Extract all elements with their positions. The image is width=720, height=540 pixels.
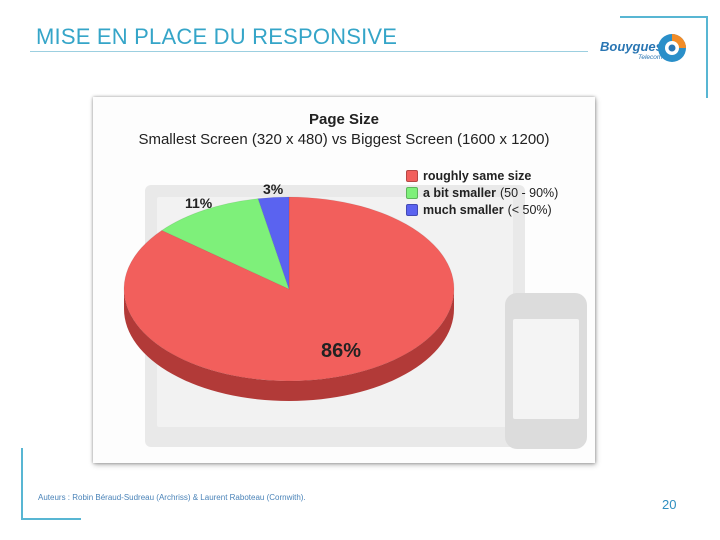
- corner-decoration-bottom: [21, 518, 81, 520]
- slice-label-86: 86%: [321, 340, 362, 362]
- slice-label-11: 11%: [185, 195, 213, 211]
- chart-legend: roughly same size a bit smaller (50 - 90…: [406, 167, 558, 218]
- pie-slice: [161, 198, 290, 290]
- chart-image: Page Size Smallest Screen (320 x 480) vs…: [93, 97, 595, 463]
- legend-item-a-bit-smaller: a bit smaller (50 - 90%): [406, 184, 558, 201]
- background-phone-screen: [513, 319, 579, 419]
- legend-label: a bit smaller: [423, 185, 496, 200]
- legend-swatch-red: [406, 169, 418, 182]
- legend-range: (< 50%): [507, 202, 552, 217]
- legend-range: (50 - 90%): [499, 185, 559, 200]
- legend-swatch-blue: [406, 203, 418, 216]
- pie-chart: [123, 196, 455, 401]
- corner-decoration-right: [706, 16, 708, 98]
- logo-sub: Telecom: [638, 54, 663, 61]
- pie-slice-side: [124, 289, 454, 401]
- pie-slice: [257, 196, 290, 290]
- corner-decoration-top: [620, 16, 708, 18]
- title-underline: [30, 51, 588, 52]
- slide-title: MISE EN PLACE DU RESPONSIVE: [36, 24, 398, 49]
- logo-brand: Bouygues: [600, 39, 663, 54]
- legend-item-roughly-same-size: roughly same size: [406, 167, 558, 184]
- legend-label: roughly same size: [423, 168, 532, 183]
- page-number: 20: [662, 497, 677, 512]
- chart-subtitle: Smallest Screen (320 x 480) vs Biggest S…: [138, 131, 550, 148]
- legend-swatch-green: [406, 186, 418, 199]
- legend-item-much-smaller: much smaller (< 50%): [406, 201, 558, 218]
- legend-label: much smaller: [423, 202, 504, 217]
- logo-mark-icon: [658, 34, 686, 62]
- authors-credit: Auteurs : Robin Béraud-Sudreau (Archriss…: [38, 493, 306, 502]
- bouygues-telecom-logo: Bouygues Telecom: [600, 30, 692, 74]
- chart-title: Page Size: [308, 111, 380, 128]
- corner-decoration-left: [21, 448, 23, 520]
- slice-label-3: 3%: [263, 181, 284, 197]
- pie-slice: [123, 196, 455, 382]
